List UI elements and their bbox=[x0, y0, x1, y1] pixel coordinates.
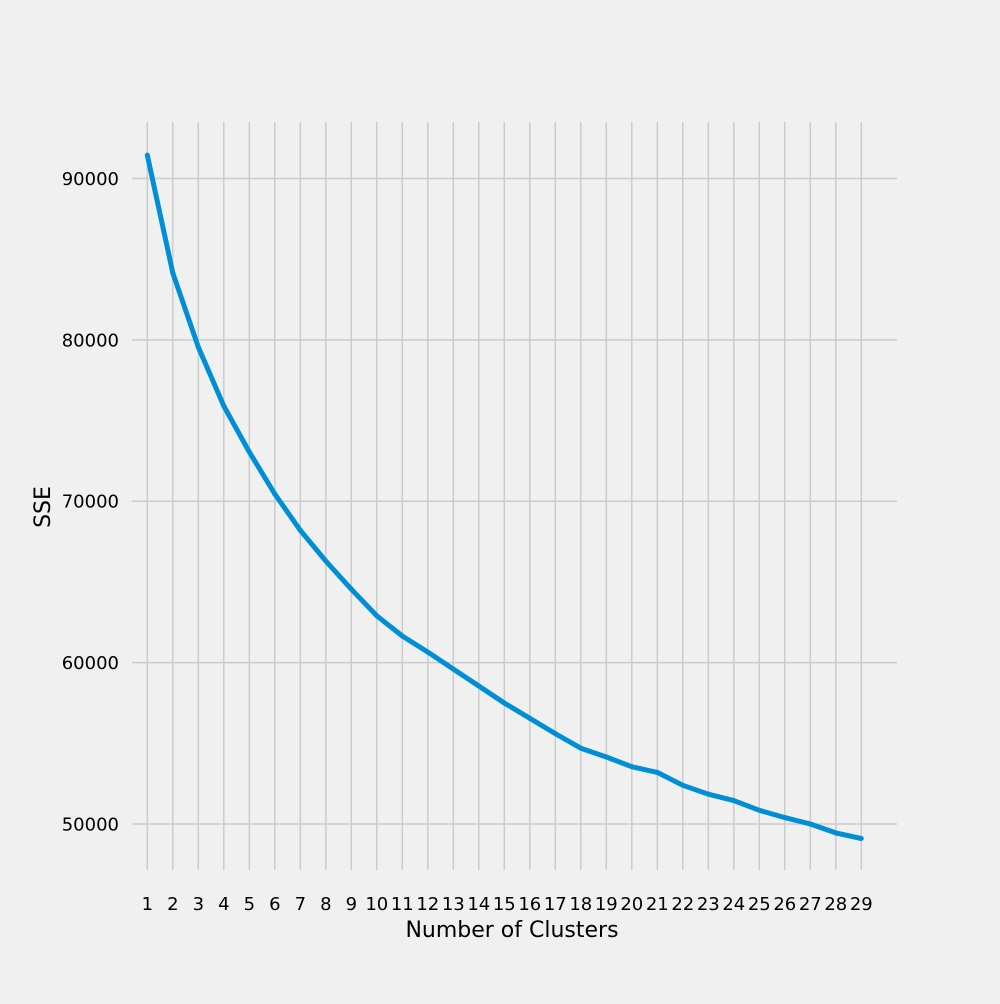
data-point bbox=[450, 666, 456, 672]
data-point bbox=[603, 754, 609, 760]
data-point bbox=[578, 745, 584, 751]
data-point bbox=[629, 764, 635, 770]
x-tick-label: 26 bbox=[773, 894, 796, 915]
x-tick-label: 22 bbox=[671, 894, 694, 915]
y-tick-label: 50000 bbox=[62, 815, 119, 836]
x-tick-label: 4 bbox=[218, 894, 229, 915]
x-tick-label: 24 bbox=[722, 894, 745, 915]
data-point bbox=[323, 558, 329, 564]
x-tick-label: 15 bbox=[493, 894, 516, 915]
data-point bbox=[552, 731, 558, 737]
data-point bbox=[144, 152, 150, 158]
x-tick-label: 6 bbox=[269, 894, 280, 915]
data-point bbox=[654, 769, 660, 775]
data-point bbox=[170, 270, 176, 276]
data-point bbox=[527, 715, 533, 721]
x-tick-label: 1 bbox=[142, 894, 153, 915]
data-point bbox=[374, 613, 380, 619]
data-point bbox=[807, 821, 813, 827]
data-point bbox=[731, 798, 737, 804]
data-point bbox=[348, 586, 354, 592]
y-tick-label: 60000 bbox=[62, 653, 119, 674]
x-tick-label: 19 bbox=[595, 894, 618, 915]
x-tick-label: 18 bbox=[569, 894, 592, 915]
x-tick-label: 10 bbox=[365, 894, 388, 915]
y-tick-label: 90000 bbox=[62, 169, 119, 190]
x-tick-label: 7 bbox=[295, 894, 306, 915]
y-tick-label: 80000 bbox=[62, 330, 119, 351]
data-point bbox=[858, 836, 864, 842]
x-tick-label: 8 bbox=[320, 894, 331, 915]
data-point bbox=[246, 449, 252, 455]
y-tick-label: 70000 bbox=[62, 492, 119, 513]
data-point bbox=[272, 491, 278, 497]
x-tick-label: 5 bbox=[244, 894, 255, 915]
data-point bbox=[705, 791, 711, 797]
data-point bbox=[756, 807, 762, 813]
x-tick-labels: 1 2 3 4 5 6 7 8 9 10 11 12 13 14 15 16 17 18 19 20 21 22 23 24 2… bbox=[142, 894, 873, 915]
grid bbox=[132, 122, 897, 870]
x-tick-label: 13 bbox=[442, 894, 465, 915]
x-tick-label: 21 bbox=[646, 894, 669, 915]
data-point bbox=[221, 403, 227, 409]
x-axis-label: Number of Clusters bbox=[405, 918, 618, 943]
y-tick-labels: 50000 60000 70000 80000 90000 bbox=[62, 169, 119, 836]
data-point bbox=[782, 815, 788, 821]
data-point bbox=[476, 683, 482, 689]
series-layer bbox=[144, 152, 864, 842]
x-tick-label: 9 bbox=[346, 894, 357, 915]
x-tick-label: 3 bbox=[193, 894, 204, 915]
x-tick-label: 12 bbox=[416, 894, 439, 915]
x-tick-label: 25 bbox=[748, 894, 771, 915]
data-point bbox=[425, 649, 431, 655]
x-tick-label: 20 bbox=[620, 894, 643, 915]
x-tick-label: 17 bbox=[544, 894, 567, 915]
x-tick-label: 2 bbox=[167, 894, 178, 915]
x-tick-label: 11 bbox=[391, 894, 414, 915]
x-tick-label: 29 bbox=[850, 894, 873, 915]
data-point bbox=[399, 633, 405, 639]
x-tick-label: 16 bbox=[518, 894, 541, 915]
data-point bbox=[501, 700, 507, 706]
data-point bbox=[297, 527, 303, 533]
x-tick-label: 23 bbox=[697, 894, 720, 915]
y-axis-label: SSE bbox=[31, 486, 56, 528]
data-point bbox=[833, 830, 839, 836]
x-tick-label: 14 bbox=[467, 894, 490, 915]
data-point bbox=[195, 344, 201, 350]
x-tick-label: 27 bbox=[799, 894, 822, 915]
data-point bbox=[680, 782, 686, 788]
x-tick-label: 28 bbox=[824, 894, 847, 915]
